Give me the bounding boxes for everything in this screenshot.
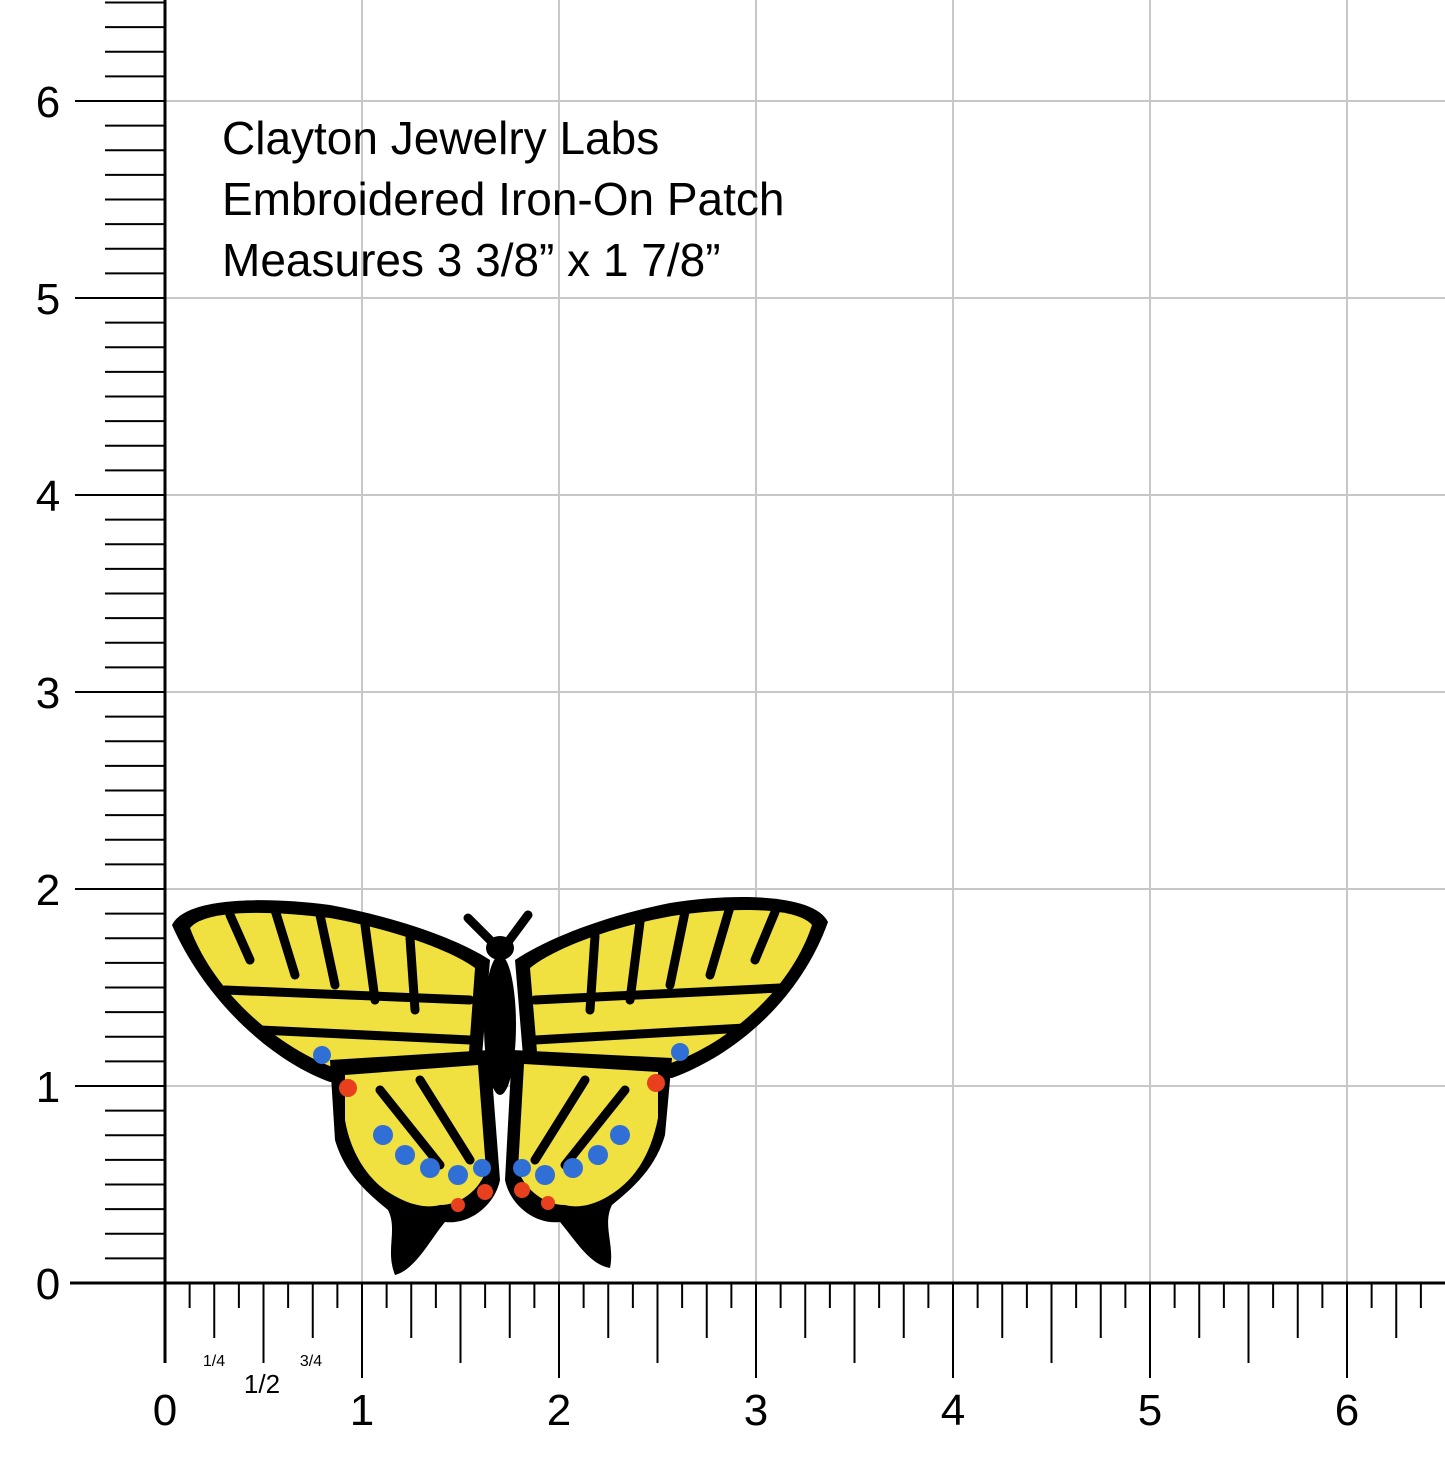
- product-caption: Clayton Jewelry Labs Embroidered Iron-On…: [222, 108, 785, 291]
- ruler-labels: 0 1 2 3 4 5 6 0 1 2 3 4 5 6 1/4 1/2 3/4: [36, 78, 1359, 1435]
- caption-line-size: Measures 3 3/8” x 1 7/8”: [222, 234, 721, 286]
- butterfly-patch: [172, 897, 828, 1275]
- butterfly-body: [484, 955, 516, 1095]
- fraction-label: 3/4: [300, 1353, 322, 1370]
- vertical-ruler-label: 3: [36, 669, 60, 718]
- wing-stripes: [220, 902, 785, 1170]
- vertical-ruler-label: 5: [36, 275, 60, 324]
- horizontal-ruler-label: 6: [1335, 1386, 1359, 1435]
- horizontal-ruler-label: 1: [350, 1386, 374, 1435]
- blue-spots: [313, 1043, 689, 1185]
- horizontal-ruler-label: 5: [1138, 1386, 1162, 1435]
- horizontal-ruler-label: 4: [941, 1386, 965, 1435]
- vertical-ruler-label: 2: [36, 866, 60, 915]
- fraction-label: 1/2: [244, 1369, 280, 1399]
- vertical-ruler-label: 6: [36, 78, 60, 127]
- fraction-label: 1/4: [203, 1353, 225, 1370]
- butterfly-antennae: [463, 910, 533, 947]
- vertical-ruler-label: 4: [36, 472, 60, 521]
- horizontal-ruler-label: 0: [153, 1386, 177, 1435]
- inch-grid: [70, 0, 1445, 1378]
- horizontal-ruler-label: 3: [744, 1386, 768, 1435]
- vertical-ruler-label: 1: [36, 1063, 60, 1112]
- caption-line-product: Embroidered Iron-On Patch: [222, 173, 785, 225]
- caption-line-brand: Clayton Jewelry Labs: [222, 112, 660, 164]
- red-spots: [339, 1074, 665, 1212]
- vertical-ruler-label: 0: [36, 1260, 60, 1309]
- horizontal-ruler-label: 2: [547, 1386, 571, 1435]
